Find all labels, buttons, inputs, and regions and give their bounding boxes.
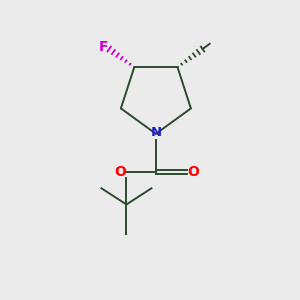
Text: O: O (187, 165, 199, 179)
Text: N: N (150, 126, 161, 139)
Text: O: O (114, 165, 126, 179)
Text: F: F (99, 40, 109, 54)
